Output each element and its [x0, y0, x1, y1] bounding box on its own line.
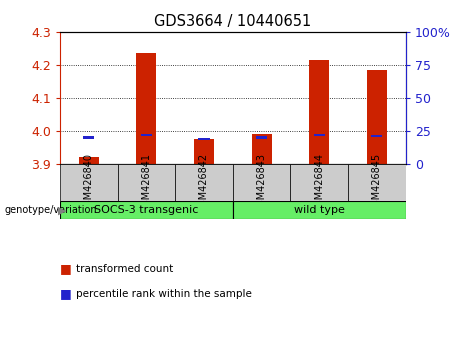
- Bar: [79, 158, 99, 164]
- Bar: [60, 201, 233, 219]
- Bar: [290, 164, 348, 201]
- Bar: [175, 164, 233, 201]
- Bar: [313, 134, 325, 136]
- Bar: [348, 164, 406, 201]
- Text: GSM426842: GSM426842: [199, 153, 209, 212]
- Bar: [233, 164, 290, 201]
- Text: GSM426841: GSM426841: [142, 153, 151, 212]
- Text: GSM426840: GSM426840: [84, 153, 94, 212]
- Bar: [118, 164, 175, 201]
- Bar: [233, 201, 406, 219]
- Bar: [309, 60, 329, 164]
- Text: SOCS-3 transgenic: SOCS-3 transgenic: [94, 205, 199, 215]
- Text: GSM426843: GSM426843: [257, 153, 266, 212]
- Bar: [136, 53, 156, 164]
- Bar: [256, 136, 267, 139]
- Bar: [371, 135, 383, 137]
- Title: GDS3664 / 10440651: GDS3664 / 10440651: [154, 14, 312, 29]
- Bar: [198, 138, 210, 140]
- Bar: [141, 134, 152, 136]
- Text: ▶: ▶: [58, 205, 66, 215]
- Text: wild type: wild type: [294, 205, 345, 215]
- Text: GSM426845: GSM426845: [372, 153, 382, 212]
- Bar: [252, 134, 272, 164]
- Bar: [60, 164, 118, 201]
- Bar: [194, 139, 214, 164]
- Bar: [367, 70, 387, 164]
- Text: GSM426844: GSM426844: [314, 153, 324, 212]
- Text: percentile rank within the sample: percentile rank within the sample: [76, 289, 252, 299]
- Text: genotype/variation: genotype/variation: [5, 205, 97, 215]
- Text: ■: ■: [60, 263, 76, 275]
- Bar: [83, 136, 95, 139]
- Text: ■: ■: [60, 287, 76, 300]
- Text: transformed count: transformed count: [76, 264, 173, 274]
